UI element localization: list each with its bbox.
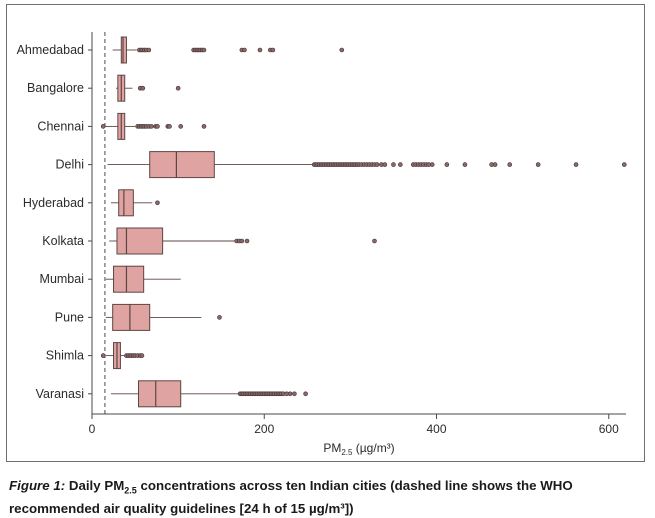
boxplot-kolkata: [109, 227, 377, 255]
outlier-point: [573, 162, 579, 167]
boxplot-layer: [100, 36, 627, 408]
outlier-point: [100, 124, 106, 129]
x-axis-title-unit: (µg/m³): [352, 441, 394, 455]
outlier-point: [507, 162, 513, 167]
outlier-point: [287, 391, 293, 397]
outlier-point: [155, 200, 160, 206]
category-labels: Ahmedabad Bangalore Chennai Delhi Hyderabad K…: [17, 43, 92, 401]
outlier-point: [244, 238, 250, 244]
outlier-point: [239, 238, 245, 244]
iqr-box: [113, 265, 145, 293]
outlier-point: [140, 85, 146, 91]
outlier-point: [339, 47, 345, 53]
outlier-point: [178, 124, 184, 129]
outlier-point: [146, 47, 152, 53]
caption-subscript: 2.5: [124, 485, 137, 496]
outlier-point: [462, 162, 468, 167]
category-label: Hyderabad: [23, 196, 84, 210]
caption-label: Figure 1:: [9, 478, 66, 493]
outlier-point: [201, 124, 207, 129]
outlier-point: [257, 47, 263, 53]
x-ticks: 0 200 400 600: [89, 414, 619, 436]
outlier-point: [155, 124, 160, 129]
category-label: Pune: [55, 310, 84, 324]
boxplot-bangalore: [116, 74, 181, 102]
iqr-box: [118, 189, 134, 217]
x-tick-label: 400: [427, 422, 447, 436]
x-tick-label: 600: [599, 422, 619, 436]
outlier-point: [242, 47, 247, 53]
outlier-point: [303, 391, 308, 397]
x-axis: [91, 32, 626, 415]
caption-text-2: concentrations across ten Indian cities …: [9, 478, 573, 516]
category-label: Ahmedabad: [17, 43, 84, 57]
outlier-point: [270, 47, 276, 53]
outlier-point: [429, 162, 435, 167]
outlier-point: [100, 353, 106, 358]
outlier-point: [167, 124, 172, 129]
outlier-point: [492, 162, 498, 167]
x-axis-title: PM2.5 (µg/m³): [323, 441, 394, 457]
category-label: Delhi: [56, 158, 85, 172]
x-axis-title-sub: 2.5: [341, 448, 353, 457]
caption-text-1: Daily PM: [65, 478, 125, 493]
outlier-point: [292, 391, 297, 397]
outlier-point: [374, 162, 380, 167]
outlier-point: [175, 85, 181, 91]
outlier-point: [621, 162, 627, 167]
outlier-point: [382, 162, 388, 167]
x-tick-label: 0: [89, 422, 96, 436]
boxplot-shimla: [100, 342, 145, 370]
boxplot-hyderabad: [110, 189, 160, 217]
iqr-box: [116, 227, 164, 255]
outlier-point: [139, 353, 145, 358]
iqr-box: [112, 303, 151, 331]
category-label: Bangalore: [27, 81, 84, 95]
boxplot-delhi: [107, 151, 627, 179]
outlier-point: [398, 162, 403, 167]
boxplot-chart: Ahmedabad Bangalore Chennai Delhi Hyderabad K…: [17, 32, 627, 457]
outlier-point: [201, 47, 207, 53]
x-axis-title-main: PM: [323, 441, 341, 455]
category-label: Varanasi: [36, 387, 84, 401]
category-label: Kolkata: [42, 234, 84, 248]
outlier-point: [149, 124, 154, 129]
x-tick-label: 200: [254, 422, 274, 436]
figure-caption: Figure 1: Daily PM2.5 concentrations acr…: [9, 477, 641, 518]
outlier-point: [535, 162, 541, 167]
boxplot-pune: [105, 303, 222, 331]
category-label: Shimla: [46, 349, 84, 363]
boxplot-ahmedabad: [112, 36, 345, 64]
boxplot-mumbai: [105, 265, 181, 293]
category-label: Chennai: [37, 119, 84, 133]
iqr-box: [149, 151, 215, 179]
boxplot-varanasi: [110, 380, 308, 408]
outlier-point: [391, 162, 396, 167]
iqr-box: [120, 36, 127, 64]
figure-frame: [6, 4, 645, 462]
iqr-box: [138, 380, 182, 408]
outlier-point: [444, 162, 450, 167]
outlier-point: [217, 315, 222, 320]
category-label: Mumbai: [40, 272, 84, 286]
boxplot-chennai: [100, 112, 207, 140]
outlier-point: [372, 238, 377, 244]
